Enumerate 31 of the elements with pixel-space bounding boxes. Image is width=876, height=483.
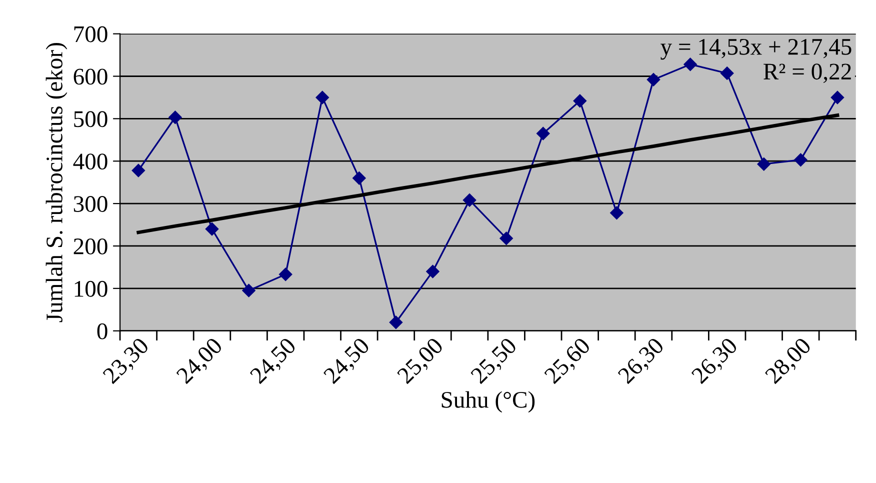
point [646,73,660,86]
annotation: y = 14,53x + 217,45 R² = 0,22 [660,38,852,83]
point [794,153,808,166]
point [720,66,734,80]
point [316,90,329,104]
point [389,316,403,329]
point [610,206,624,220]
point [242,284,256,298]
y-tick-label: 400 [73,154,108,170]
y-tick-label: 700 [74,26,108,42]
y-tick-label: 200 [74,238,108,254]
point [500,232,513,245]
x-axis-title: Suhu (°C) [442,391,535,413]
point [278,268,292,282]
y-tick-label: 300 [74,196,108,212]
y-tick-label: 600 [74,68,108,85]
point [536,126,550,140]
point [757,158,770,171]
point [205,222,219,236]
y-axis-title: Jumlah S. rubrocinctus (ekor) [46,43,68,322]
point [168,110,182,124]
point [462,194,476,207]
y-tick-label: 500 [74,111,108,128]
point [684,58,697,71]
point [573,94,586,108]
point [830,90,844,104]
point [132,164,145,178]
y-tick-label: 0 [97,323,108,340]
point [352,172,366,185]
point [426,264,440,278]
y-tick-label: 100 [74,280,108,297]
